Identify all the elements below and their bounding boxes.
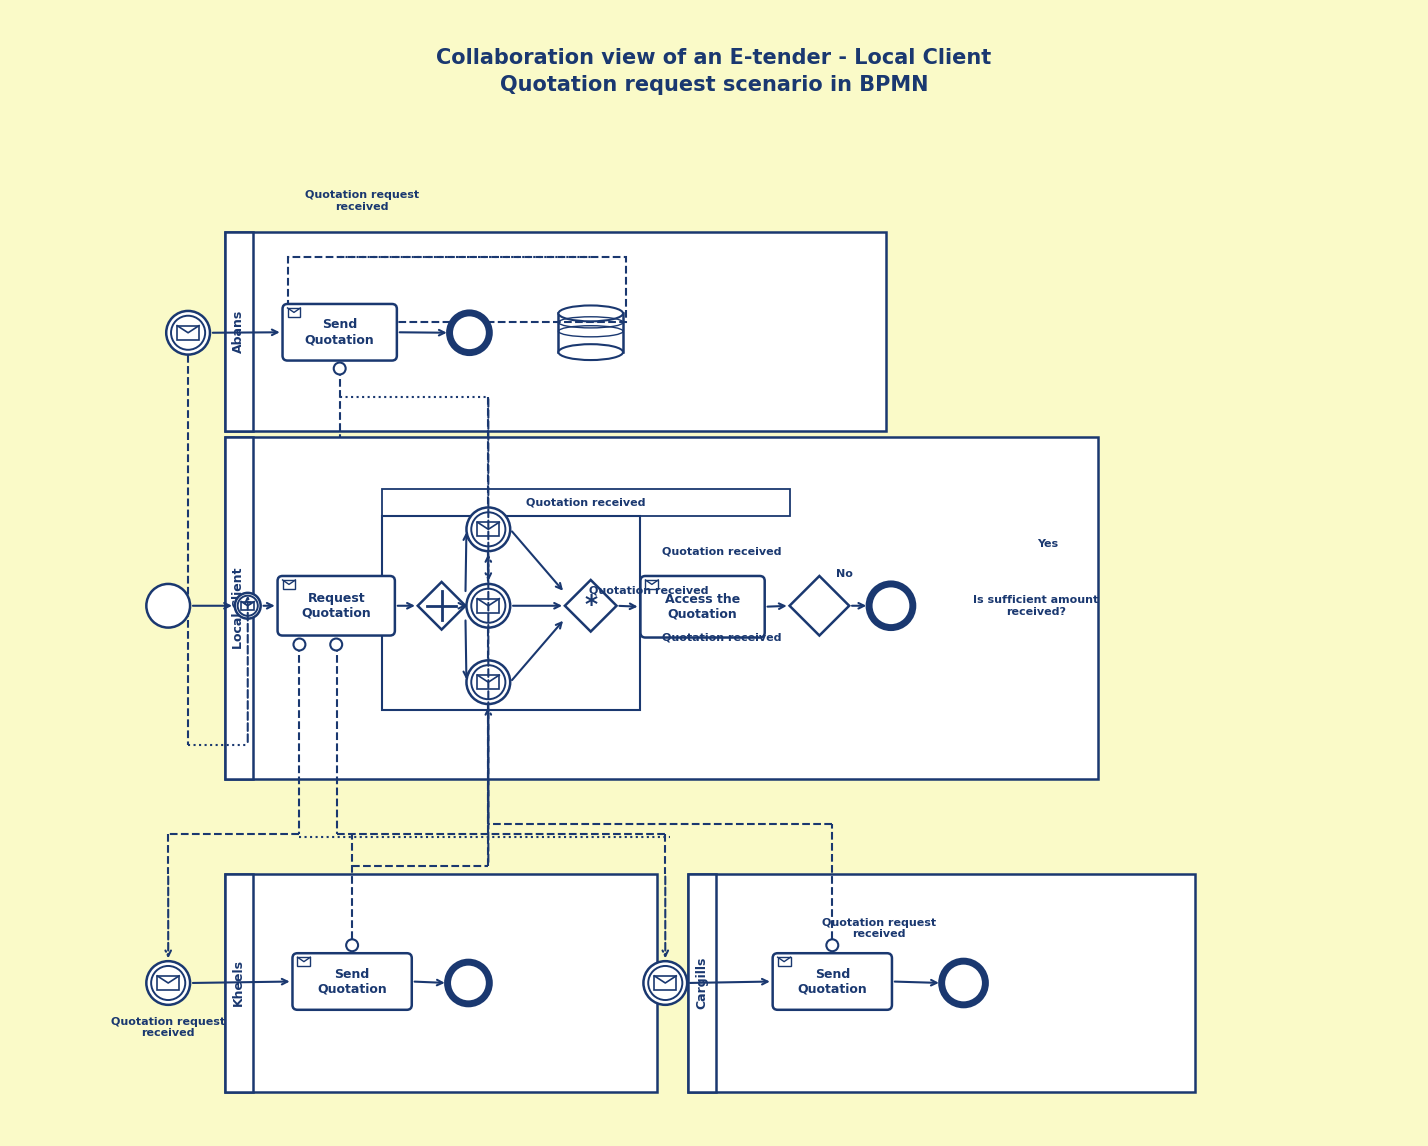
- Text: Request
Quotation: Request Quotation: [301, 591, 371, 620]
- Text: Send
Quotation: Send Quotation: [317, 967, 387, 996]
- Text: Kheels: Kheels: [233, 959, 246, 1006]
- Bar: [477, 598, 500, 613]
- Polygon shape: [418, 582, 466, 629]
- FancyBboxPatch shape: [283, 304, 397, 361]
- Bar: [283, 580, 296, 589]
- Circle shape: [294, 638, 306, 651]
- FancyBboxPatch shape: [293, 953, 411, 1010]
- Text: Abans: Abans: [233, 311, 246, 353]
- Circle shape: [166, 311, 210, 354]
- Text: Collaboration view of an E-tender - Local Client: Collaboration view of an E-tender - Loca…: [437, 48, 991, 68]
- Text: Quotation received: Quotation received: [588, 586, 708, 596]
- Circle shape: [471, 665, 506, 699]
- Bar: [224, 437, 253, 779]
- Bar: [224, 233, 253, 431]
- Text: Quotation request
received: Quotation request received: [823, 918, 937, 940]
- FancyBboxPatch shape: [773, 953, 892, 1010]
- Circle shape: [237, 596, 258, 615]
- Text: Quotation request
received: Quotation request received: [111, 1017, 226, 1038]
- Bar: [477, 675, 500, 689]
- Bar: [287, 258, 625, 322]
- Text: Send
Quotation: Send Quotation: [304, 319, 374, 346]
- Bar: [297, 957, 310, 966]
- Circle shape: [941, 961, 985, 1005]
- Text: Quotation received: Quotation received: [663, 633, 781, 643]
- Circle shape: [346, 940, 358, 951]
- Circle shape: [146, 584, 190, 628]
- Bar: [688, 873, 715, 1092]
- Text: Send
Quotation: Send Quotation: [797, 967, 867, 996]
- Circle shape: [151, 966, 186, 1000]
- Text: No: No: [835, 570, 853, 579]
- Text: Quotation received: Quotation received: [663, 547, 781, 556]
- Bar: [157, 976, 178, 990]
- Circle shape: [330, 638, 343, 651]
- Circle shape: [146, 961, 190, 1005]
- Circle shape: [334, 362, 346, 375]
- Bar: [778, 957, 791, 966]
- Text: Yes: Yes: [1037, 540, 1058, 549]
- Bar: [558, 313, 623, 352]
- Circle shape: [644, 961, 687, 1005]
- Bar: [224, 233, 885, 431]
- Circle shape: [467, 660, 510, 704]
- Circle shape: [827, 940, 838, 951]
- FancyBboxPatch shape: [277, 576, 396, 636]
- Circle shape: [467, 508, 510, 551]
- Circle shape: [171, 316, 206, 350]
- Circle shape: [648, 966, 683, 1000]
- Text: Cargills: Cargills: [695, 957, 708, 1010]
- Text: Local Client: Local Client: [233, 567, 246, 649]
- Bar: [645, 580, 658, 589]
- Ellipse shape: [558, 344, 623, 360]
- Circle shape: [447, 963, 490, 1004]
- Text: Is sufficient amount
received?: Is sufficient amount received?: [974, 595, 1098, 617]
- Polygon shape: [565, 580, 617, 631]
- Circle shape: [471, 512, 506, 547]
- Bar: [224, 873, 253, 1092]
- Circle shape: [450, 313, 490, 353]
- Circle shape: [467, 584, 510, 628]
- Bar: [177, 325, 198, 340]
- Circle shape: [471, 589, 506, 622]
- Polygon shape: [790, 576, 850, 636]
- Bar: [224, 873, 657, 1092]
- Bar: [654, 976, 677, 990]
- Text: Quotation received: Quotation received: [526, 497, 645, 508]
- Bar: [381, 517, 640, 711]
- Ellipse shape: [558, 306, 623, 321]
- Text: *: *: [584, 592, 597, 617]
- Circle shape: [234, 592, 261, 619]
- Bar: [477, 523, 500, 536]
- Bar: [688, 873, 1195, 1092]
- Text: Quotation request
received: Quotation request received: [306, 190, 420, 212]
- FancyBboxPatch shape: [640, 576, 765, 637]
- Text: Quotation request scenario in BPMN: Quotation request scenario in BPMN: [500, 74, 928, 95]
- Bar: [224, 437, 1098, 779]
- Circle shape: [870, 584, 912, 628]
- Bar: [241, 602, 254, 610]
- Text: Access the
Quotation: Access the Quotation: [665, 592, 740, 621]
- Bar: [287, 308, 300, 317]
- Bar: [381, 488, 790, 517]
